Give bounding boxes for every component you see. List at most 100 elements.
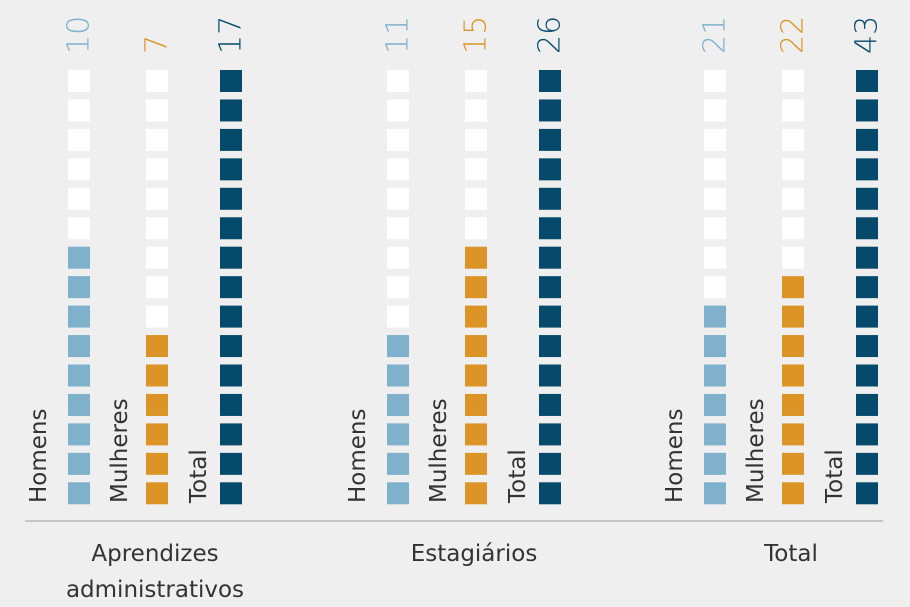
series-label: Mulheres <box>743 398 769 503</box>
empty-square <box>387 305 409 328</box>
filled-square <box>782 305 804 328</box>
filled-square <box>465 393 487 416</box>
series-label: Homens <box>345 409 371 503</box>
empty-square <box>146 70 168 92</box>
empty-square <box>704 246 726 269</box>
filled-square <box>539 187 561 210</box>
filled-square <box>539 482 561 505</box>
empty-square <box>387 276 409 299</box>
filled-square <box>704 305 726 328</box>
pictogram-column <box>539 70 561 505</box>
empty-square <box>146 187 168 210</box>
filled-square <box>539 364 561 387</box>
filled-square <box>539 99 561 122</box>
filled-square <box>387 423 409 446</box>
empty-square <box>387 158 409 181</box>
pictogram-column <box>68 70 90 505</box>
filled-square <box>465 246 487 269</box>
filled-square <box>220 305 242 328</box>
filled-square <box>387 482 409 505</box>
empty-square <box>782 217 804 240</box>
filled-square <box>465 305 487 328</box>
empty-square <box>387 246 409 269</box>
filled-square <box>387 364 409 387</box>
empty-square <box>68 99 90 122</box>
filled-square <box>68 393 90 416</box>
filled-square <box>146 452 168 475</box>
empty-square <box>782 187 804 210</box>
filled-square <box>220 364 242 387</box>
filled-square <box>704 364 726 387</box>
filled-square <box>856 276 878 299</box>
category-label: Aprendizes administrativos <box>66 541 244 603</box>
filled-square <box>465 423 487 446</box>
filled-square <box>146 423 168 446</box>
filled-square <box>782 393 804 416</box>
empty-square <box>465 70 487 92</box>
series-label: Mulheres <box>426 398 452 503</box>
empty-square <box>387 187 409 210</box>
value-label: 43 <box>850 16 885 54</box>
filled-square <box>68 423 90 446</box>
series-label: Homens <box>662 409 688 503</box>
value-label: 21 <box>698 16 733 54</box>
empty-square <box>68 158 90 181</box>
filled-square <box>856 452 878 475</box>
category-label: Total <box>763 541 818 567</box>
filled-square <box>704 393 726 416</box>
filled-square <box>856 423 878 446</box>
series-label: Total <box>505 449 531 504</box>
filled-square <box>856 364 878 387</box>
empty-square <box>704 158 726 181</box>
filled-square <box>220 393 242 416</box>
filled-square <box>220 482 242 505</box>
filled-square <box>782 364 804 387</box>
filled-square <box>220 217 242 240</box>
empty-square <box>704 217 726 240</box>
filled-square <box>220 128 242 151</box>
empty-square <box>146 246 168 269</box>
empty-square <box>68 70 90 92</box>
filled-square <box>856 99 878 122</box>
value-label: 11 <box>381 16 416 54</box>
filled-square <box>539 335 561 358</box>
empty-square <box>68 128 90 151</box>
empty-square <box>387 128 409 151</box>
empty-square <box>387 217 409 240</box>
filled-square <box>856 335 878 358</box>
filled-square <box>704 452 726 475</box>
empty-square <box>704 187 726 210</box>
pictogram-column <box>704 70 726 505</box>
filled-square <box>856 128 878 151</box>
filled-square <box>539 276 561 299</box>
filled-square <box>539 452 561 475</box>
empty-square <box>782 158 804 181</box>
filled-square <box>68 482 90 505</box>
filled-square <box>782 452 804 475</box>
empty-square <box>465 158 487 181</box>
filled-square <box>539 217 561 240</box>
filled-square <box>856 305 878 328</box>
empty-square <box>146 276 168 299</box>
filled-square <box>465 452 487 475</box>
series-label: Homens <box>26 409 52 503</box>
filled-square <box>146 482 168 505</box>
filled-square <box>856 217 878 240</box>
empty-square <box>465 217 487 240</box>
empty-square <box>465 187 487 210</box>
empty-square <box>146 128 168 151</box>
filled-square <box>387 393 409 416</box>
filled-square <box>704 482 726 505</box>
empty-square <box>68 217 90 240</box>
filled-square <box>782 423 804 446</box>
filled-square <box>782 335 804 358</box>
filled-square <box>539 305 561 328</box>
empty-square <box>68 187 90 210</box>
empty-square <box>782 99 804 122</box>
filled-square <box>220 246 242 269</box>
empty-square <box>146 305 168 328</box>
empty-square <box>146 158 168 181</box>
series-label: Mulheres <box>107 398 133 503</box>
empty-square <box>465 99 487 122</box>
